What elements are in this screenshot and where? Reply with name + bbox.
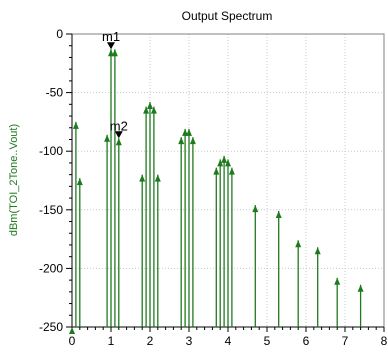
stem-arrowhead: [154, 174, 161, 182]
stem-arrowhead: [213, 167, 220, 175]
stem-arrowhead: [252, 205, 259, 213]
stem-arrowhead: [108, 49, 114, 57]
stem-arrowhead: [111, 49, 118, 57]
stem-arrowhead: [76, 178, 83, 186]
x-tick-label: 3: [186, 334, 193, 348]
x-tick-label: 8: [381, 334, 388, 348]
marker-triangle: [114, 131, 123, 139]
marker-label: m1: [102, 29, 120, 44]
stems: [69, 49, 364, 334]
stem-arrowhead: [217, 159, 224, 167]
stem-arrowhead: [143, 106, 150, 114]
y-tick-label: -250: [39, 320, 63, 334]
markers: m1 m2: [102, 29, 128, 139]
stem-arrowhead: [186, 128, 192, 136]
y-tick-label: -150: [39, 203, 63, 217]
stem-arrowhead: [182, 128, 189, 136]
stem-arrowhead: [147, 101, 153, 109]
x-tick-label: 5: [264, 334, 271, 348]
x-tick-label: 7: [342, 334, 349, 348]
stem-arrowhead: [115, 138, 122, 146]
stem-arrowhead: [178, 137, 185, 145]
stem-arrowhead: [228, 167, 235, 175]
stem-arrowhead: [225, 159, 231, 167]
y-axis-label: dBm(TOI_2Tone..Vout): [8, 124, 20, 236]
stem-arrowhead: [104, 134, 111, 142]
marker-triangle: [107, 42, 115, 50]
y-tick-label: -50: [46, 86, 64, 100]
axes: 0 -50 -100 -150 -200 -250 0 1 2 3 4 5 6 7 8: [39, 27, 388, 348]
y-tick-label: -100: [39, 144, 63, 158]
y-tick-label: 0: [56, 27, 63, 41]
stem-arrowhead: [275, 210, 282, 218]
stem-arrowhead: [139, 174, 146, 182]
stem-arrowhead: [150, 106, 157, 114]
stem-arrowhead: [314, 247, 321, 255]
stem-arrowhead: [295, 240, 302, 248]
x-tick-label: 4: [225, 334, 232, 348]
stem-arrowhead: [221, 155, 228, 163]
x-tick-label: 6: [303, 334, 310, 348]
x-tick-label: 0: [69, 334, 76, 348]
stem-arrowhead: [334, 277, 341, 285]
x-tick-label: 1: [108, 334, 115, 348]
x-tick-label: 2: [147, 334, 154, 348]
stem-arrowhead: [72, 121, 79, 129]
stem-arrowhead: [189, 137, 196, 145]
stem-arrowhead: [69, 327, 75, 334]
marker-label: m2: [110, 118, 128, 133]
stem-arrowhead: [357, 284, 364, 292]
chart-title: Output Spectrum: [182, 9, 273, 23]
y-tick-label: -200: [39, 261, 63, 275]
